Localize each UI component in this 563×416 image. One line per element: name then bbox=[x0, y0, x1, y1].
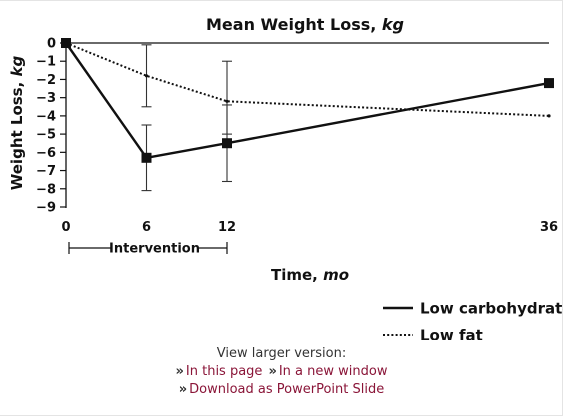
data-point bbox=[64, 41, 68, 45]
legend-label: Low carbohydrate bbox=[420, 300, 563, 318]
series-low-carbohydrate bbox=[61, 38, 554, 192]
data-point bbox=[547, 114, 551, 118]
series-line bbox=[65, 42, 550, 117]
view-larger-label: View larger version: bbox=[216, 346, 347, 361]
y-tick-label: −7 bbox=[36, 164, 56, 179]
data-point bbox=[144, 74, 149, 78]
x-tick-label: 0 bbox=[61, 220, 70, 235]
view-links-row: » In this page» In a new window bbox=[0, 363, 563, 381]
x-tick-label: 12 bbox=[218, 220, 236, 235]
x-tick-label: 36 bbox=[540, 220, 558, 235]
chart-series bbox=[61, 38, 554, 192]
intervention-label: Intervention bbox=[109, 242, 200, 257]
chart-title-unit: kg bbox=[382, 15, 404, 34]
data-point bbox=[222, 138, 232, 149]
in-this-page-link[interactable]: In this page bbox=[185, 364, 263, 379]
y-tick-label: −6 bbox=[36, 146, 56, 161]
legend-entry: Low fat bbox=[383, 327, 483, 341]
y-axis-label-unit: kg bbox=[8, 55, 26, 76]
y-tick-label: −3 bbox=[36, 91, 56, 106]
y-tick-label: 0 bbox=[47, 37, 56, 52]
chart-title: Mean Weight Loss, kg bbox=[206, 15, 404, 34]
chart-legend: Low carbohydrate Low fat bbox=[383, 300, 563, 341]
y-tick-label: −2 bbox=[36, 73, 56, 88]
y-tick-label: −5 bbox=[36, 128, 56, 143]
weight-loss-chart: Mean Weight Loss, kg 0 −1 −2 −3 −4 −5 −6 −7 −8 −9… bbox=[8, 15, 563, 341]
y-axis-label-main: Weight Loss, bbox=[8, 76, 26, 190]
chart-title-main: Mean Weight Loss, bbox=[206, 15, 382, 34]
arrow-icon: » bbox=[178, 382, 188, 397]
x-tick-label: 6 bbox=[142, 220, 151, 235]
in-new-window-link[interactable]: In a new window bbox=[278, 364, 388, 379]
legend-entry: Low carbohydrate bbox=[383, 300, 563, 318]
data-point bbox=[544, 78, 554, 89]
download-powerpoint-link[interactable]: Download as PowerPoint Slide bbox=[189, 382, 385, 397]
y-axis-label: Weight Loss, kg bbox=[8, 55, 26, 190]
x-axis-label: Time, mo bbox=[271, 266, 349, 284]
chart-ticks: 0 −1 −2 −3 −4 −5 −6 −7 −8 −9 0 6 12 36 bbox=[36, 37, 558, 236]
y-tick-label: −4 bbox=[36, 109, 56, 124]
chart-title-text: Mean Weight Loss, kg bbox=[206, 15, 404, 34]
y-tick-label: −8 bbox=[36, 182, 56, 197]
data-point bbox=[225, 99, 229, 103]
legend-label: Low fat bbox=[420, 327, 483, 341]
download-row: » Download as PowerPoint Slide bbox=[0, 381, 563, 399]
intervention-annotation: Intervention bbox=[68, 242, 228, 257]
series-low-fat bbox=[64, 41, 551, 135]
arrow-icon: » bbox=[268, 364, 277, 379]
y-tick-label: −9 bbox=[36, 201, 56, 216]
x-axis-label-unit: mo bbox=[323, 266, 349, 284]
chart-axes bbox=[65, 42, 549, 208]
axis-labels: Time, mo Weight Loss, kg bbox=[8, 55, 349, 284]
x-axis-label-main: Time, bbox=[271, 266, 323, 284]
data-point bbox=[141, 152, 152, 163]
view-larger-links: View larger version: » In this page» In a … bbox=[0, 345, 563, 399]
y-tick-label: −1 bbox=[36, 55, 56, 70]
arrow-icon: » bbox=[175, 364, 184, 379]
series-line bbox=[65, 42, 550, 160]
